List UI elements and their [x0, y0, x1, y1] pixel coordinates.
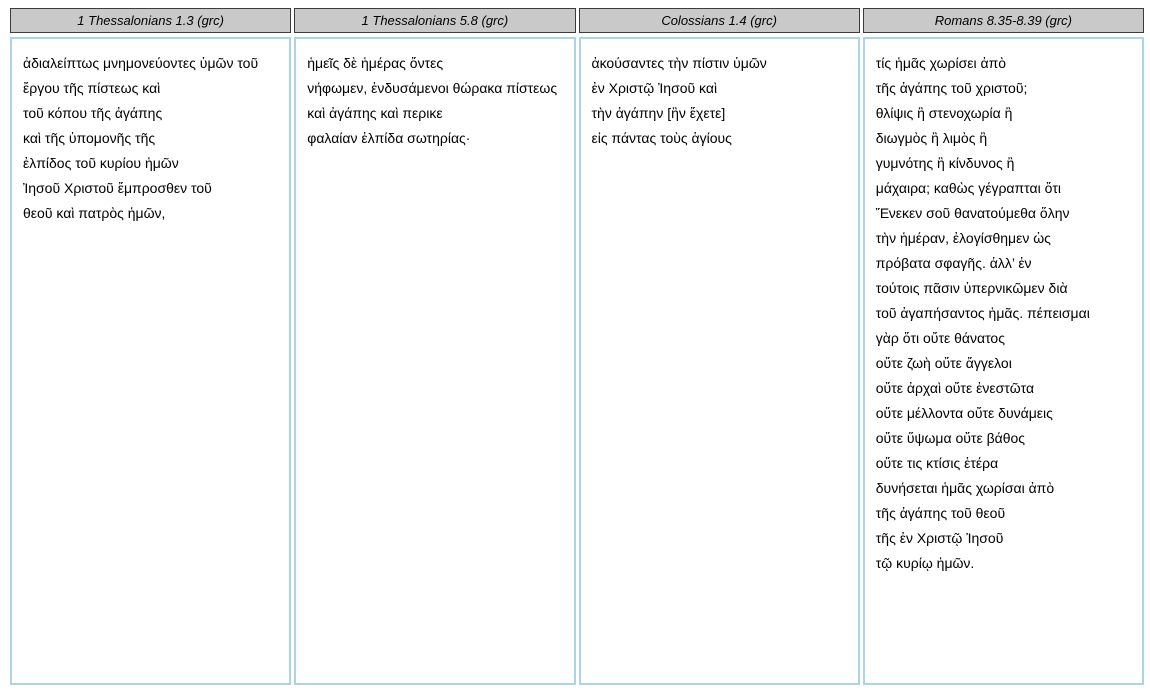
- text-line: ἀκούσαντες τὴν πίστιν ὑμῶν: [591, 55, 767, 71]
- text-line: τῷ κυρίῳ ἡμῶν.: [875, 555, 975, 571]
- text-line: καὶ ἀγάπης καὶ περικε: [307, 105, 443, 121]
- text-line: θλίψις ἢ στενοχωρία ἢ: [875, 105, 1013, 121]
- passage-header: 1 Thessalonians 5.8 (grc): [294, 8, 576, 33]
- text-line: οὔτε ὕψωμα οὔτε βάθος: [875, 430, 1026, 446]
- text-line: οὔτε ζωὴ οὔτε ἄγγελοι: [875, 355, 1012, 371]
- passage-body: ἀδιαλείπτως μνημονεύοντες ὑμῶν τοῦ ἔργου …: [10, 37, 292, 685]
- text-line: τὴν ἀγάπην [ἣν ἔχετε]: [591, 105, 726, 121]
- text-line: οὔτε μέλλοντα οὔτε δυνάμεις: [875, 405, 1053, 421]
- text-line: Ἕνεκεν σοῦ θανατούμεθα ὅλην: [875, 205, 1070, 221]
- text-line: ἐν Χριστῷ Ἰησοῦ καὶ: [591, 80, 718, 96]
- text-line: οὔτε τις κτίσις ἑτέρα: [875, 455, 999, 471]
- text-line: διωγμὸς ἢ λιμὸς ἢ: [875, 130, 988, 146]
- passage-header: 1 Thessalonians 1.3 (grc): [10, 8, 292, 33]
- text-line: οὔτε ἀρχαὶ οὔτε ἐνεστῶτα: [875, 380, 1035, 396]
- text-line: τῆς ἐν Χριστῷ Ἰησοῦ: [875, 530, 1004, 546]
- passage-column: Colossians 1.4 (grc) ἀκούσαντες τὴν πίστ…: [578, 8, 860, 685]
- passage-body: ἡμεῖς δὲ ἡμέρας ὄντες νήφωμεν, ἐνδυσάμενο…: [294, 37, 576, 685]
- text-line: τούτοις πᾶσιν ὑπερνικῶμεν διὰ: [875, 280, 1068, 296]
- passage-header: Romans 8.35-8.39 (grc): [862, 8, 1144, 33]
- text-line: ἔργου τῆς πίστεως καὶ: [23, 80, 161, 96]
- text-line: τῆς ἀγάπης τοῦ θεοῦ: [875, 505, 1006, 521]
- passage-body: τίς ἡμᾶς χωρίσει ἀπὸ τῆς ἀγάπης τοῦ χριστ…: [862, 37, 1144, 685]
- parallel-passages-table: 1 Thessalonians 1.3 (grc) ἀδιαλείπτως μν…: [10, 8, 1144, 685]
- text-line: τὴν ἡμέραν, ἐλογίσθημεν ὡς: [875, 230, 1051, 246]
- text-line: ἐλπίδος τοῦ κυρίου ἡμῶν: [23, 155, 179, 171]
- text-line: καὶ τῆς ὑπομονῆς τῆς: [23, 130, 156, 146]
- passage-column: 1 Thessalonians 5.8 (grc) ἡμεῖς δὲ ἡμέρα…: [294, 8, 576, 685]
- text-line: θεοῦ καὶ πατρὸς ἡμῶν,: [23, 205, 166, 221]
- text-line: φαλαίαν ἐλπίδα σωτηρίας·: [307, 130, 471, 146]
- text-line: πρόβατα σφαγῆς. ἀλλ’ ἐν: [875, 255, 1032, 271]
- text-line: ἀδιαλείπτως μνημονεύοντες ὑμῶν τοῦ: [23, 55, 259, 71]
- text-line: γὰρ ὅτι οὔτε θάνατος: [875, 330, 1005, 346]
- text-line: τοῦ ἀγαπήσαντος ἡμᾶς. πέπεισμαι: [875, 305, 1090, 321]
- text-line: Ἰησοῦ Χριστοῦ ἔμπροσθεν τοῦ: [23, 180, 212, 196]
- text-line: μάχαιρα; καθὼς γέγραπται ὅτι: [875, 180, 1062, 196]
- passage-body: ἀκούσαντες τὴν πίστιν ὑμῶν ἐν Χριστῷ Ἰησο…: [578, 37, 860, 685]
- text-line: τῆς ἀγάπης τοῦ χριστοῦ;: [875, 80, 1028, 96]
- passage-header: Colossians 1.4 (grc): [578, 8, 860, 33]
- text-line: νήφωμεν, ἐνδυσάμενοι θώρακα πίστεως: [307, 80, 558, 96]
- text-line: ἡμεῖς δὲ ἡμέρας ὄντες: [307, 55, 444, 71]
- text-line: εἰς πάντας τοὺς ἁγίους: [591, 130, 732, 146]
- passage-column: Romans 8.35-8.39 (grc) τίς ἡμᾶς χωρίσει …: [862, 8, 1144, 685]
- text-line: τίς ἡμᾶς χωρίσει ἀπὸ: [875, 55, 1007, 71]
- text-line: τοῦ κόπου τῆς ἀγάπης: [23, 105, 163, 121]
- text-line: δυνήσεται ἡμᾶς χωρίσαι ἀπὸ: [875, 480, 1055, 496]
- text-line: γυμνότης ἢ κίνδυνος ἢ: [875, 155, 1015, 171]
- page-content: 1 Thessalonians 1.3 (grc) ἀδιαλείπτως μν…: [10, 8, 1144, 685]
- passage-column: 1 Thessalonians 1.3 (grc) ἀδιαλείπτως μν…: [10, 8, 292, 685]
